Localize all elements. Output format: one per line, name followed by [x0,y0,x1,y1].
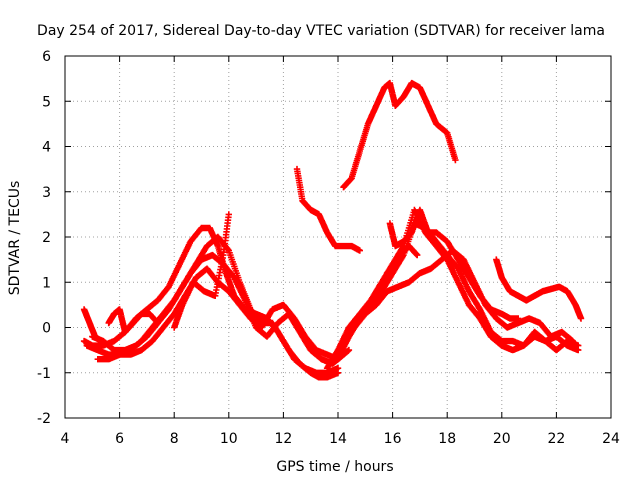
data-point-markers [105,306,161,336]
series-track-11 [323,206,582,372]
series-track-12 [340,247,576,349]
x-tick-label: 12 [274,431,292,447]
y-tick-label: 6 [42,49,51,65]
series-track-7 [171,211,232,331]
data-point-markers [340,79,459,191]
data-points [80,79,585,381]
series-track-14 [383,242,421,277]
series-track-15 [493,256,585,322]
x-tick-label: 8 [170,431,179,447]
x-tick-label: 18 [438,431,456,447]
x-axis-label: GPS time / hours [276,459,393,475]
y-tick-label: 1 [42,275,51,291]
x-tick-label: 16 [384,431,402,447]
data-point-markers [171,211,232,331]
series-track-13 [386,206,522,322]
data-point-markers [386,206,522,322]
x-tick-label: 10 [220,431,238,447]
x-tick-label: 24 [602,431,620,447]
y-tick-label: -2 [37,411,51,427]
series-track-5 [80,306,104,345]
data-point-markers [383,242,421,277]
data-point-markers [293,165,363,254]
series-track-8 [293,165,363,254]
data-point-markers [80,306,104,345]
series-track-6 [105,306,161,336]
x-tick-label: 6 [115,431,124,447]
y-tick-label: 3 [42,185,51,201]
y-axis-label: SDTVAR / TECUs [7,181,23,296]
x-tick-label: 14 [329,431,347,447]
data-point-markers [323,206,582,372]
x-tick-label: 20 [493,431,511,447]
x-tick-label: 22 [547,431,565,447]
y-tick-label: 2 [42,230,51,246]
y-tick-label: 0 [42,321,51,337]
y-tick-label: -1 [37,366,51,382]
data-point-markers [493,256,585,322]
y-tick-label: 5 [42,94,51,110]
chart-title: Day 254 of 2017, Sidereal Day-to-day VTE… [37,23,605,39]
x-tick-label: 4 [61,431,70,447]
y-tick-label: 4 [42,140,51,156]
data-point-markers [340,247,576,349]
series-track-9 [340,79,459,191]
